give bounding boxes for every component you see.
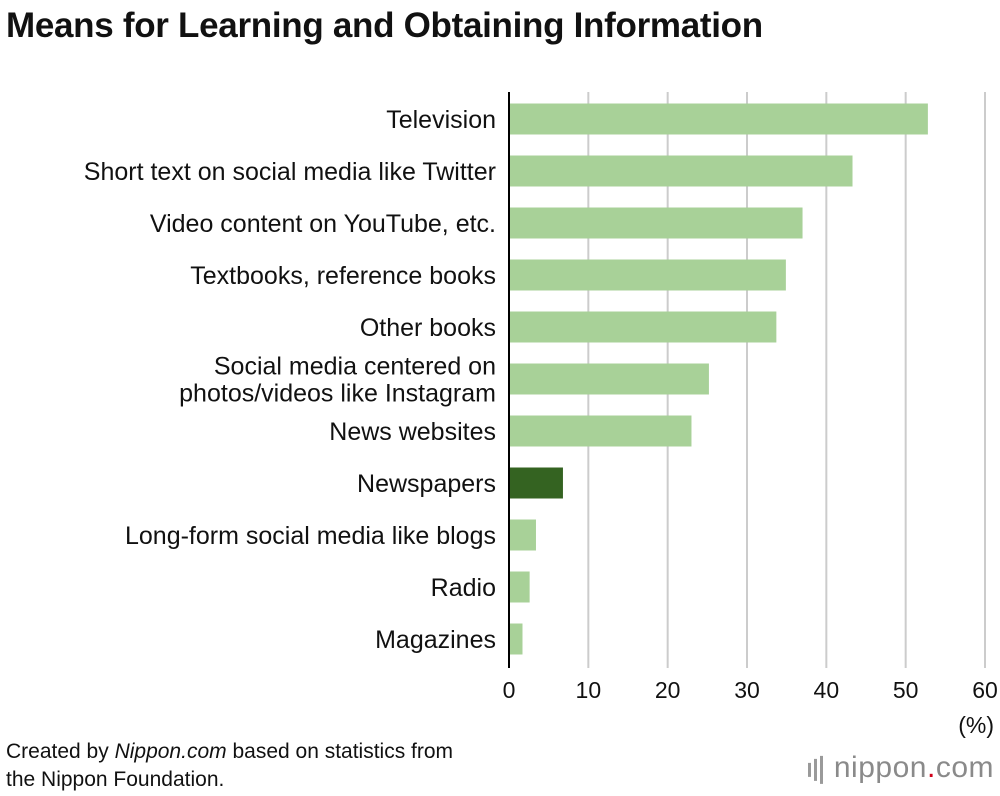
category-label-line: Magazines [375,626,496,654]
category-label-line: Other books [360,314,496,342]
category-label: News websites [329,418,496,446]
category-label-line: Long-form social media like blogs [125,522,496,550]
source-prefix: Created by [6,740,115,763]
x-axis-unit-label: (%) [958,712,994,738]
category-label-line: Short text on social media like Twitter [84,158,496,186]
category-label-line: News websites [329,418,496,446]
category-label-line: Social media centered on [214,353,496,381]
category-label: Newspapers [357,470,496,498]
bar [509,467,563,499]
logo-name: nippon [833,750,927,784]
bar [509,519,536,551]
category-label: Magazines [375,626,496,654]
bar [509,311,777,343]
category-label-line: photos/videos like Instagram [179,380,496,408]
bar [509,363,709,395]
x-tick-label: 50 [893,677,919,700]
category-label-line: Textbooks, reference books [190,262,496,290]
bars [509,103,928,655]
bar [509,155,853,187]
chart-title: Means for Learning and Obtaining Informa… [6,6,763,45]
bar-chart: Television Short text on social media lik… [84,92,998,700]
bar [509,207,803,239]
x-tick-label: 40 [814,677,840,700]
bar [509,623,523,655]
nippon-logo: nippon.com [807,750,994,784]
x-tick-label: 10 [576,677,602,700]
category-label: Textbooks, reference books [190,262,496,290]
category-label-line: Newspapers [357,470,496,498]
bar [509,259,786,291]
x-tick-label: 30 [734,677,760,700]
x-tick-labels: 0 10 20 30 40 50 60 [503,677,998,700]
category-label-line: Television [386,106,496,134]
logo-bars-icon [807,754,826,784]
source-line2: the Nippon Foundation. [6,768,225,791]
bar [509,571,530,603]
category-label-line: Video content on YouTube, etc. [150,210,496,238]
logo-tld: com [935,750,994,784]
source-site: Nippon.com [114,740,227,763]
source-suffix: based on statistics from [226,740,454,763]
category-label: Short text on social media like Twitter [84,158,496,186]
category-label: Social media centered on photos/videos li… [179,353,496,408]
category-label-line: Radio [431,574,496,602]
category-labels: Television Short text on social media lik… [84,106,496,654]
logo-dot: . [926,750,936,784]
x-tick-label: 20 [655,677,681,700]
x-tick-label: 0 [503,677,516,700]
category-label: Other books [360,314,496,342]
category-label: Television [386,106,496,134]
category-label: Radio [431,574,496,602]
source-note: Created by Nippon.com based on statistic… [6,738,453,794]
bar [509,415,692,447]
category-label: Long-form social media like blogs [125,522,496,550]
x-tick-label: 60 [972,677,998,700]
bar [509,103,928,135]
category-label: Video content on YouTube, etc. [150,210,496,238]
